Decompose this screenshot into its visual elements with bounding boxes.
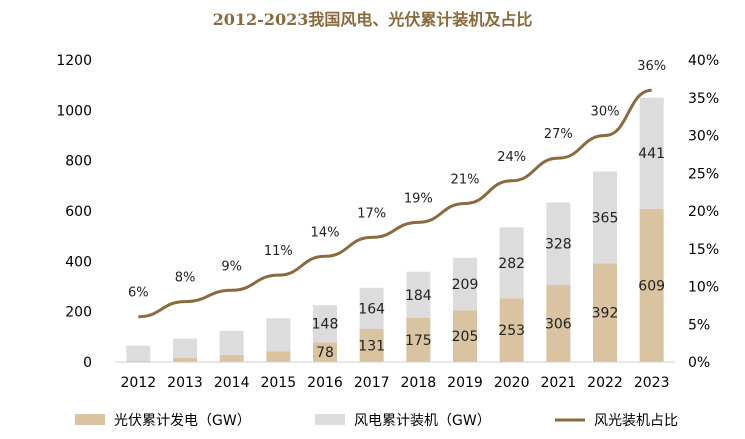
x-tick: 2018 — [401, 375, 437, 391]
data-label-solar: 175 — [405, 333, 432, 349]
bar-solar — [546, 284, 571, 362]
x-tick: 2020 — [494, 375, 530, 391]
bar-solar — [499, 298, 524, 362]
y-left-tick: 1200 — [56, 53, 92, 69]
point-label-ratio: 30% — [591, 105, 620, 120]
data-label-solar: 78 — [316, 345, 334, 361]
bar-solar — [639, 208, 664, 362]
bar-wind — [593, 171, 617, 264]
point-label-ratio: 9% — [221, 259, 242, 274]
y-right-tick: 25% — [688, 166, 719, 182]
data-label-solar: 392 — [592, 306, 619, 322]
point-label-ratio: 27% — [544, 127, 573, 142]
point-label-ratio: 19% — [404, 191, 433, 206]
y-left-tick: 600 — [65, 204, 92, 220]
y-right-tick: 20% — [688, 204, 719, 220]
bar-wind — [499, 227, 524, 299]
data-label-wind: 365 — [592, 210, 619, 226]
bar-solar — [406, 317, 431, 362]
data-label-wind: 184 — [405, 288, 432, 304]
legend-swatch-solar — [75, 414, 105, 425]
bar-solar — [313, 342, 337, 362]
data-label-wind: 209 — [452, 277, 479, 293]
y-right-tick: 0% — [688, 355, 710, 371]
data-label-wind: 328 — [545, 237, 572, 253]
y-left-tick: 1000 — [56, 103, 92, 119]
axis-layer: 0 200 400 600 800 1000 1200 0% 5% 10% 15% 20% 25% 30%… — [56, 53, 719, 391]
x-tick: 2019 — [447, 375, 483, 391]
bar-solar — [219, 354, 244, 362]
bar-solar — [359, 329, 384, 362]
bar-wind — [313, 305, 337, 343]
bar-wind — [359, 287, 384, 330]
x-tick: 2023 — [634, 375, 670, 391]
x-tick: 2017 — [354, 375, 390, 391]
y-right-tick: 35% — [688, 91, 719, 107]
bar-solar — [593, 263, 617, 362]
x-tick: 2022 — [587, 375, 623, 391]
line-layer: 6% 8% 9% 11% 14% 17% 19% 21% 24% 27% 30% 36% — [128, 59, 666, 319]
legend-swatch-wind — [315, 414, 345, 425]
data-label-solar: 609 — [638, 278, 665, 294]
x-tick: 2016 — [307, 375, 343, 391]
x-tick: 2013 — [167, 375, 203, 391]
data-label-wind: 441 — [638, 146, 665, 162]
bar-solar — [453, 310, 477, 362]
y-left-tick: 400 — [65, 254, 92, 270]
chart-title: 2012-2023我国风电、光伏累计装机及占比 — [212, 10, 533, 29]
data-label-solar: 131 — [358, 339, 385, 355]
point-label-ratio: 14% — [311, 225, 340, 240]
bar-wind — [126, 345, 151, 361]
x-tick: 2012 — [121, 375, 157, 391]
legend-layer: 光伏累计发电（GW） 风电累计装机（GW） 风光装机占比 — [75, 413, 678, 429]
legend-label-wind: 风电累计装机（GW） — [354, 413, 491, 429]
point-label-ratio: 36% — [637, 59, 666, 74]
point-label-ratio: 11% — [264, 244, 293, 259]
bar-wind — [546, 202, 571, 285]
bar-wind — [639, 97, 664, 209]
bar-solar — [266, 351, 291, 362]
point-label-ratio: 17% — [357, 206, 386, 221]
bar-wind — [173, 338, 197, 358]
legend-label-solar: 光伏累计发电（GW） — [114, 413, 251, 429]
y-right-tick: 30% — [688, 129, 719, 145]
point-label-ratio: 24% — [497, 150, 526, 165]
data-label-wind: 148 — [312, 317, 339, 333]
y-right-tick: 15% — [688, 242, 719, 258]
bar-solar — [126, 360, 151, 362]
bar-wind — [266, 318, 291, 352]
y-right-tick: 5% — [688, 317, 710, 333]
x-tick: 2015 — [261, 375, 297, 391]
bar-wind — [219, 330, 244, 355]
legend-label-ratio: 风光装机占比 — [594, 413, 678, 429]
y-left-tick: 0 — [83, 355, 92, 371]
x-tick: 2014 — [214, 375, 250, 391]
bar-solar — [173, 357, 197, 362]
y-left-tick: 200 — [65, 305, 92, 321]
line-ratio — [138, 88, 652, 319]
bar-wind — [406, 271, 431, 318]
point-label-ratio: 21% — [451, 172, 480, 187]
bars-layer: 78 148 131 164 175 184 205 209 253 282 306 328 392 36… — [126, 97, 665, 362]
data-label-wind: 164 — [358, 301, 385, 317]
point-label-ratio: 6% — [128, 286, 149, 301]
bar-wind — [453, 257, 477, 311]
data-label-solar: 306 — [545, 316, 572, 332]
x-tick: 2021 — [541, 375, 577, 391]
data-label-solar: 253 — [498, 323, 525, 339]
data-label-wind: 282 — [498, 256, 525, 272]
y-left-tick: 800 — [65, 154, 92, 170]
y-right-tick: 10% — [688, 280, 719, 296]
y-right-tick: 40% — [688, 53, 719, 69]
data-label-solar: 205 — [452, 329, 479, 345]
point-label-ratio: 8% — [175, 271, 196, 286]
